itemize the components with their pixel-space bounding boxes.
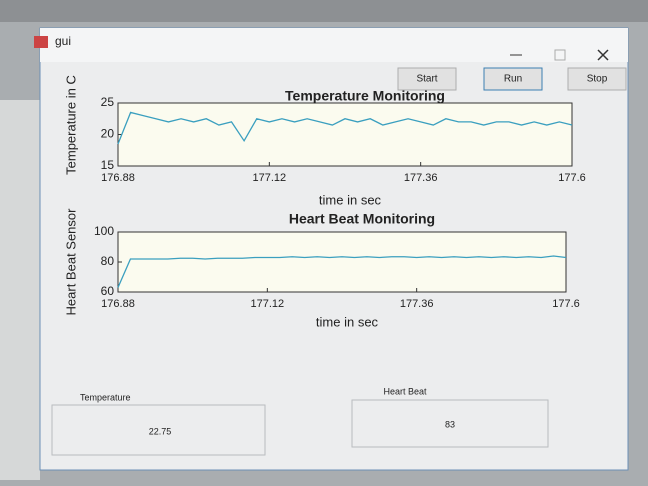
x-tick-label: 177.12 [253,172,287,184]
plot-area [118,232,566,292]
y-tick-label: 100 [94,224,114,238]
y-tick-label: 25 [101,95,115,109]
button-label[interactable]: Stop [587,74,608,85]
y-axis-label: Temperature in C [63,75,78,175]
y-tick-label: 60 [101,284,115,298]
background-toolbar [0,0,648,22]
display-value: 83 [445,419,455,429]
button-label[interactable]: Start [416,74,437,85]
x-tick-label: 176.88 [101,298,135,310]
display-value: 22.75 [149,426,172,436]
x-tick-label: 177.36 [404,172,438,184]
x-axis-label: time in sec [316,314,379,329]
x-tick-label: 177.6 [558,172,586,184]
window-title: gui [55,34,71,48]
x-tick-label: 177.12 [251,298,285,310]
screen: gui Temperature 22.75 Heart Beat 83 Star… [0,0,648,486]
y-tick-label: 15 [101,158,115,172]
y-axis-label: Heart Beat Sensor [63,208,78,316]
y-tick-label: 80 [101,254,115,268]
x-tick-label: 177.6 [552,298,580,310]
display-label: Temperature [80,392,131,402]
background-editor [0,100,40,480]
x-axis-label: time in sec [319,192,382,207]
x-tick-label: 176.88 [101,172,135,184]
display-label: Heart Beat [383,386,427,396]
plot-area [118,103,572,166]
chart-title: Heart Beat Monitoring [289,211,435,227]
button-label[interactable]: Run [504,74,522,85]
x-tick-label: 177.36 [400,298,434,310]
title-bar [40,28,628,62]
chart-title: Temperature Monitoring [285,88,445,104]
app-icon [34,36,48,48]
y-tick-label: 20 [101,127,115,141]
